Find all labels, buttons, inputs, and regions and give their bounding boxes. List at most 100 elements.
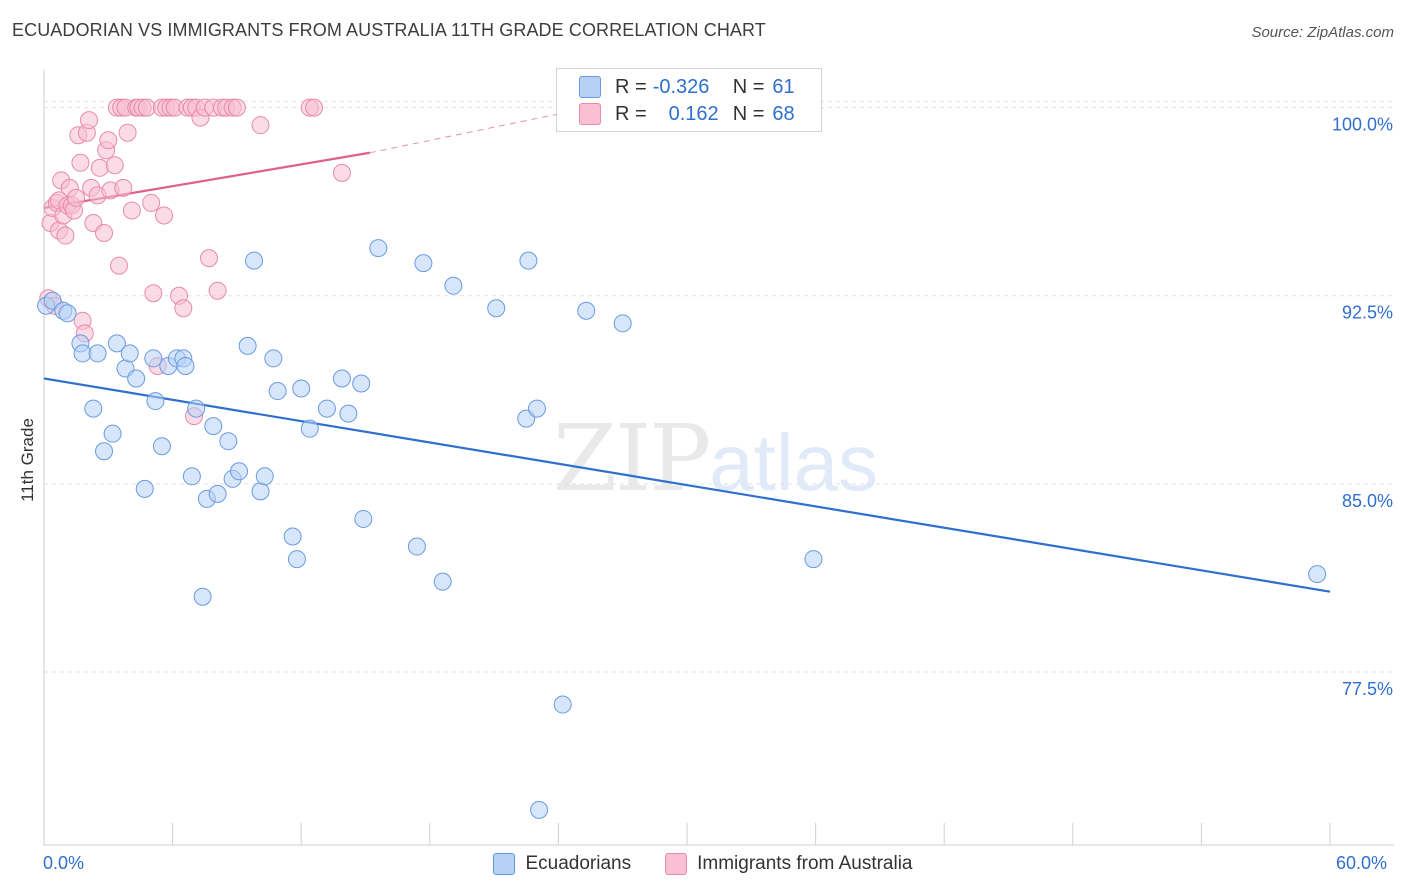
- r-value: -0.326: [652, 75, 710, 98]
- australia-point: [67, 188, 86, 207]
- n-value: 68: [772, 102, 795, 125]
- ecuadorians-point: [287, 550, 306, 569]
- ecuadorians-point: [264, 349, 283, 368]
- trend-lines: [43, 112, 1331, 593]
- ecuadorians-point: [444, 276, 463, 295]
- legend-item-australia[interactable]: Immigrants from Australia: [665, 853, 913, 875]
- australia-point: [105, 156, 124, 175]
- ecuadorians-point: [1308, 565, 1327, 584]
- ecuadorians-point: [317, 399, 336, 418]
- australia-point: [110, 256, 129, 275]
- australia-swatch: [579, 103, 601, 125]
- ecuadorians-point: [613, 314, 632, 333]
- ecuadorians-point: [107, 334, 126, 353]
- ecuadorians-point: [292, 379, 311, 398]
- ecuadorians-point: [804, 550, 823, 569]
- ecuadorians-point: [268, 382, 287, 401]
- r-label: R =: [615, 75, 647, 98]
- ecuadorians-point: [144, 349, 163, 368]
- australia-point: [80, 111, 99, 130]
- ecuadorians-point: [245, 251, 264, 270]
- ecuadorians-point: [208, 484, 227, 503]
- ecuadorians-point: [230, 462, 249, 481]
- ecuadorians-point: [527, 399, 546, 418]
- ecuadorians-point: [95, 442, 114, 461]
- ecuadorians-point: [135, 479, 154, 498]
- stats-legend: R = -0.326 N = 61 R = 0.162 N = 68: [556, 68, 822, 132]
- ecuadorians-point: [352, 374, 371, 393]
- australia-point: [137, 98, 156, 117]
- ecuadorians-point: [354, 509, 373, 528]
- gridlines: [44, 100, 1394, 673]
- ecuadorians-point: [300, 419, 319, 438]
- ecuadorians-point: [120, 344, 139, 363]
- axes: [43, 70, 1394, 846]
- ecuadorians-point: [182, 467, 201, 486]
- legend-item-ecuadorians[interactable]: Ecuadorians: [493, 853, 631, 875]
- n-label: N =: [732, 102, 765, 125]
- ecuadorians-point: [219, 432, 238, 451]
- watermark: ZIPatlas: [553, 405, 878, 512]
- ecuadorians-point: [238, 336, 257, 355]
- stats-legend-row-australia: R = 0.162 N = 68: [579, 102, 795, 126]
- y-tick-label: 77.5%: [1342, 679, 1393, 699]
- ecuadorians-point: [152, 437, 171, 456]
- n-value: 61: [772, 75, 795, 98]
- ecuadorians-point: [187, 399, 206, 418]
- y-tick-label: 100.0%: [1332, 115, 1393, 135]
- ecuadorians-trend-line: [43, 377, 1331, 593]
- australia-point: [56, 226, 75, 245]
- source-label: Source: ZipAtlas.com: [1251, 24, 1394, 41]
- australia-point: [114, 178, 133, 197]
- ecuadorians-point: [407, 537, 426, 556]
- ecuadorians-point: [332, 369, 351, 388]
- australia-point: [174, 299, 193, 318]
- y-axis-label: 11th Grade: [18, 418, 37, 502]
- ecuadorians-point: [553, 695, 572, 714]
- ecuadorians-point: [127, 369, 146, 388]
- ecuadorians-point: [487, 299, 506, 318]
- ecuadorians-swatch: [579, 76, 601, 98]
- y-tick-label: 92.5%: [1342, 303, 1393, 323]
- australia-point: [208, 281, 227, 300]
- australia-point: [122, 201, 141, 220]
- x-tick-label-max: 60.0%: [1336, 853, 1388, 873]
- chart-title: ECUADORIAN VS IMMIGRANTS FROM AUSTRALIA …: [12, 20, 766, 40]
- ecuadorians-point: [433, 572, 452, 591]
- legend-label: Ecuadorians: [525, 853, 632, 874]
- australia-point: [90, 158, 109, 177]
- stats-legend-row-ecuadorians: R = -0.326 N = 61: [579, 75, 795, 99]
- ecuadorians-point: [176, 356, 195, 375]
- x-tick-label-min: 0.0%: [43, 853, 85, 873]
- australia-point: [332, 163, 351, 182]
- australia-trend-extension: [369, 112, 565, 154]
- australia-point: [95, 224, 114, 243]
- r-label: R =: [615, 102, 647, 125]
- data-points: [37, 98, 1327, 819]
- legend-label: Immigrants from Australia: [697, 853, 913, 874]
- series-legend: Ecuadorians Immigrants from Australia: [0, 851, 1406, 877]
- ecuadorians-point: [577, 301, 596, 320]
- australia-point: [305, 98, 324, 117]
- ecuadorians-point: [193, 587, 212, 606]
- ecuadorians-point: [146, 392, 165, 411]
- ecuadorians-point: [84, 399, 103, 418]
- ecuadorians-point: [88, 344, 107, 363]
- australia-point: [99, 131, 118, 150]
- australia-point: [200, 249, 219, 268]
- ecuadorians-point: [73, 344, 92, 363]
- australia-swatch: [665, 853, 688, 875]
- ecuadorians-swatch: [493, 853, 516, 875]
- australia-point: [227, 98, 246, 117]
- australia-point: [251, 116, 270, 135]
- watermark-zip: ZIP: [553, 405, 711, 512]
- ecuadorians-point: [369, 239, 388, 258]
- ecuadorians-point: [103, 424, 122, 443]
- ecuadorians-point: [204, 417, 223, 436]
- y-tick-labels: 77.5% 85.0% 92.5% 100.0%: [1332, 115, 1393, 699]
- watermark-atlas: atlas: [709, 418, 879, 507]
- australia-point: [71, 153, 90, 172]
- australia-point: [142, 193, 161, 212]
- ecuadorians-point: [339, 404, 358, 423]
